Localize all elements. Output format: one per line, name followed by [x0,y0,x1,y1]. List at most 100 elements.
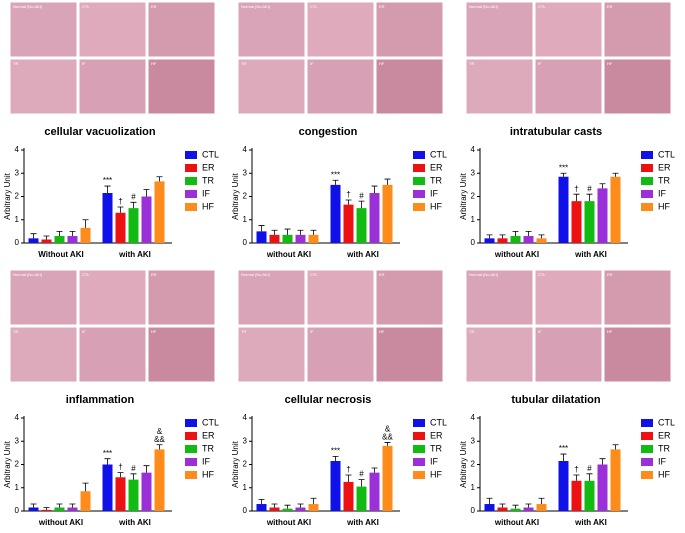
bar [80,227,91,243]
significance-mark: *** [103,449,112,458]
image-label: CTL [82,272,90,277]
error-bar [297,229,304,235]
legend-label: CTL [202,417,219,427]
error-bar [82,219,89,228]
y-tick-label: 3 [243,168,248,177]
error-bar [599,183,606,189]
legend-label: CTL [658,417,675,427]
image-label: TR [469,329,474,334]
image-label: ER [379,4,385,9]
image-label: Normal (No AKI) [13,4,43,9]
error-bar [573,474,580,481]
error-bar [612,444,619,450]
significance-mark: *** [559,444,568,453]
bar [54,236,65,243]
error-bar [130,201,137,209]
legend-label: CTL [430,417,447,427]
image-label: IF [538,329,542,334]
y-tick-label: 4 [15,145,20,154]
bar [610,176,621,243]
bar [510,236,521,243]
y-tick-label: 3 [15,168,20,177]
legend-label: TR [202,175,214,185]
chart-title: cellular necrosis [285,394,372,406]
significance-mark: † [346,465,350,474]
significance-mark: # [359,470,364,479]
legend-swatch [413,445,425,453]
legend-swatch [641,151,653,159]
image-label: CTL [538,4,546,9]
legend-swatch [413,164,425,172]
error-bar [156,176,163,182]
error-bar [384,178,391,185]
bar [154,181,165,243]
histology-image [306,58,375,115]
legend-swatch [413,151,425,159]
bar [584,201,595,243]
legend-swatch [185,203,197,211]
bar [282,508,293,511]
bar [282,234,293,243]
error-bar [43,507,50,510]
legend-swatch [413,471,425,479]
legend-label: HF [658,469,670,479]
error-bar [130,473,137,480]
bar [67,236,78,243]
image-label: ER [151,4,157,9]
error-bar [332,179,339,185]
error-bar [258,498,265,505]
histology-image [375,269,444,326]
error-bar [486,497,493,505]
image-label: HF [151,61,157,66]
image-label: HF [379,329,385,334]
legend-label: CTL [202,149,219,159]
bar [536,504,547,511]
legend-swatch [185,177,197,185]
legend-label: HF [430,469,442,479]
error-bar [525,503,532,508]
bar [41,509,52,511]
legend-label: HF [430,201,442,211]
error-bar [512,230,519,237]
histology-image [147,326,216,383]
legend-label: HF [202,201,214,211]
image-label: IF [82,329,86,334]
significance-mark: # [131,464,136,473]
y-tick-label: 4 [471,413,476,422]
bar [343,204,354,243]
legend-label: TR [202,443,214,453]
legend-swatch [641,177,653,185]
legend-label: HF [202,469,214,479]
error-bar [586,473,593,481]
error-bar [82,482,89,492]
histology-image [237,326,306,383]
histology-image [78,269,147,326]
bar [141,196,152,243]
histology-image [78,326,147,383]
histology-image [147,58,216,115]
y-tick-label: 0 [15,506,20,515]
error-bar [612,172,619,177]
error-bar [117,472,124,478]
image-label: Normal (No AKI) [241,272,271,277]
bar [584,480,595,511]
error-bar [43,235,50,240]
image-label: TR [241,61,246,66]
histology-image [465,58,534,115]
y-tick-label: 3 [15,436,20,445]
legend-label: IF [202,188,211,198]
y-tick-label: 3 [471,168,476,177]
legend-swatch [641,419,653,427]
x-tick-label: with AKI [118,250,151,259]
bar [128,208,139,243]
error-bar [258,225,265,232]
bar [510,508,521,511]
bar [269,507,280,511]
y-axis-label: Arbitrary Unit [459,172,468,219]
bar [295,234,306,243]
error-bar [560,172,567,177]
legend-label: ER [430,162,443,172]
histology-image [603,58,672,115]
x-tick-label: Without AKI [38,250,83,259]
legend-swatch [641,164,653,172]
